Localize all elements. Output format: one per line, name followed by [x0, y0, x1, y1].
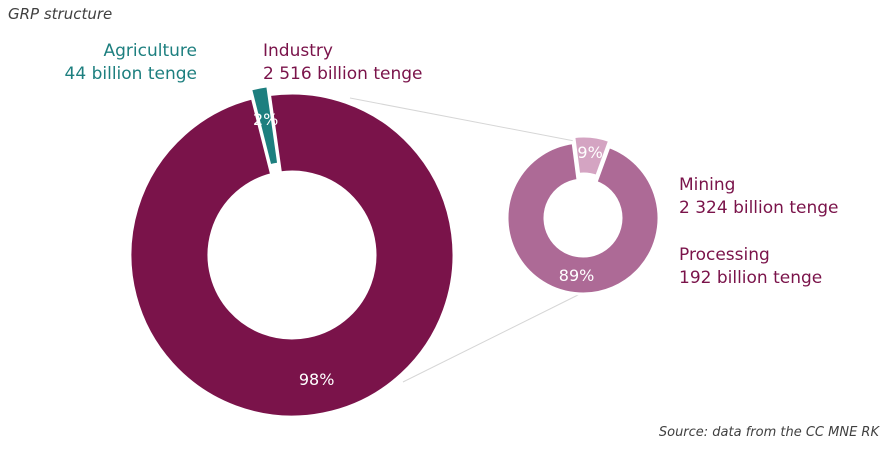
connector-lines — [349, 97, 591, 383]
processing-percent-label: 9% — [577, 143, 602, 162]
processing-name: Processing — [679, 245, 770, 265]
mining-name: Mining — [679, 175, 736, 195]
industry-value: 2 516 billion tenge — [263, 64, 423, 84]
chart-title: GRP structure — [8, 5, 113, 23]
processing-value: 192 billion tenge — [679, 268, 823, 288]
main-donut: 98% 2% — [128, 84, 456, 419]
industry-label: Industry 2 516 billion tenge — [263, 40, 422, 86]
agriculture-slice — [248, 84, 281, 168]
mining-label: Mining 2 324 billion tenge — [679, 174, 838, 220]
mining-value: 2 324 billion tenge — [679, 198, 839, 218]
processing-slice — [572, 134, 612, 179]
connector-line-1 — [349, 97, 591, 145]
industry-percent-label: 98% — [299, 370, 335, 389]
agriculture-label: Agriculture 44 billion tenge — [20, 40, 197, 86]
mining-percent-label: 89% — [559, 266, 595, 285]
mining-slice — [505, 140, 661, 296]
industry-name: Industry — [263, 41, 333, 61]
processing-label: Processing 192 billion tenge — [679, 244, 822, 290]
agriculture-name: Agriculture — [103, 41, 198, 61]
sub-donut: 89% 9% — [505, 134, 661, 296]
source-note: Source: data from the CC MNE RK — [658, 425, 879, 440]
agriculture-percent-label: 2% — [253, 110, 278, 129]
agriculture-value: 44 billion tenge — [64, 64, 197, 84]
industry-slice — [128, 91, 456, 419]
connector-line-2 — [402, 289, 589, 383]
